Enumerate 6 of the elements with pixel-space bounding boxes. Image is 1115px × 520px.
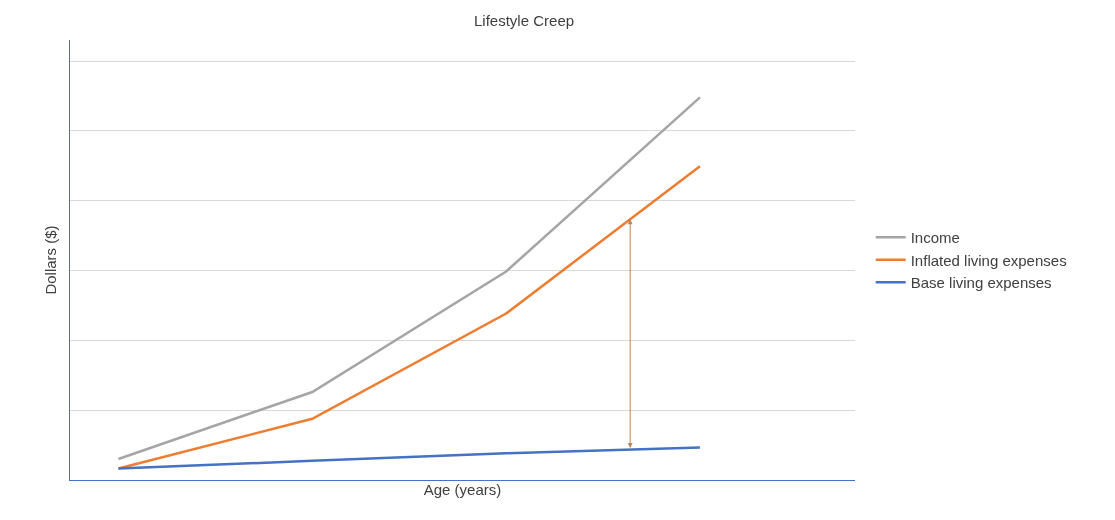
x-axis-title: Age (years) — [423, 481, 502, 498]
y-axis-title: Dollars ($) — [42, 225, 60, 295]
legend-label: Inflated living expenses — [910, 251, 1067, 269]
legend-label: Income — [910, 229, 960, 247]
legend-label: Base living expenses — [910, 274, 1052, 292]
chart-title: Lifestyle Creep — [474, 12, 575, 30]
